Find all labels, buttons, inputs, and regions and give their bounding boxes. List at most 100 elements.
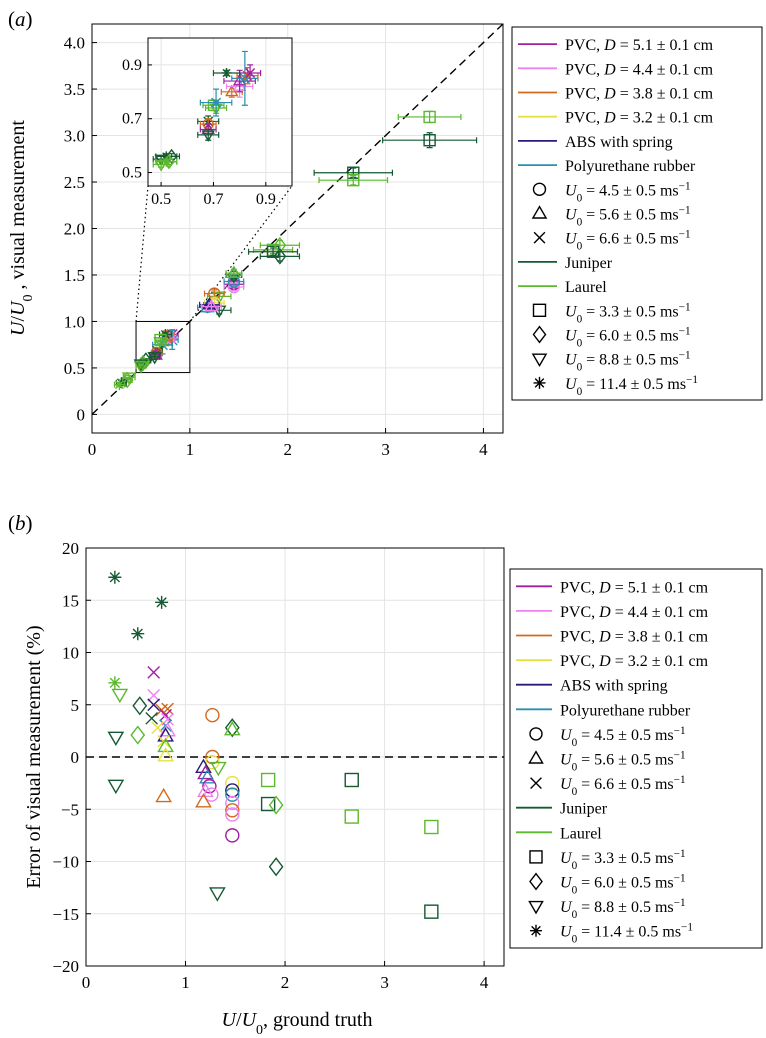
data-point bbox=[133, 361, 149, 374]
x-tick-label: 3 bbox=[381, 440, 390, 459]
marker-diamond bbox=[268, 795, 284, 815]
error-bar bbox=[397, 110, 462, 124]
marker-diamond bbox=[268, 857, 284, 877]
y-tick-label: 15 bbox=[62, 591, 79, 610]
legend-label: PVC, D = 3.2 ± 0.1 cm bbox=[560, 653, 709, 670]
x-tick-label: 0 bbox=[88, 440, 97, 459]
error-bar bbox=[135, 363, 147, 370]
marker-triangle bbox=[195, 793, 212, 808]
marker-triangle bbox=[155, 787, 172, 803]
legend-label: ABS with spring bbox=[565, 134, 673, 151]
data-point bbox=[113, 379, 125, 391]
y-tick-label: −15 bbox=[52, 905, 79, 924]
legend-label: PVC, D = 3.8 ± 0.1 cm bbox=[560, 629, 709, 646]
legend-box bbox=[509, 568, 763, 949]
legend-label: PVC, D = 3.2 ± 0.1 cm bbox=[565, 110, 714, 127]
marker-x bbox=[145, 711, 159, 725]
inset-frame bbox=[147, 37, 293, 187]
legend-label: Juniper bbox=[565, 255, 613, 272]
marker-diamond bbox=[132, 696, 148, 716]
inset-data-point bbox=[197, 128, 220, 143]
data-point bbox=[120, 371, 134, 389]
legend-marker-triangle bbox=[528, 750, 544, 764]
legend-marker-square bbox=[529, 850, 543, 864]
legend-entry: PVC, D = 5.1 ± 0.1 cm bbox=[518, 37, 714, 54]
marker-x bbox=[151, 721, 165, 735]
panel-a-ticks: 0 1 2 3 4 0 0.5 1.0 1.5 2.0 2.5 3.0 3.5 4.0 bbox=[64, 34, 488, 459]
marker-tridown bbox=[133, 361, 149, 374]
legend-entry: U0 = 4.5 ± 0.5 ms−1 bbox=[532, 180, 691, 204]
marker-tridown bbox=[210, 761, 227, 777]
legend-marker-circle bbox=[532, 182, 547, 197]
y-tick-label: −5 bbox=[61, 800, 79, 819]
panel-b-ticks: 0 1 2 3 4 −20 −15 −10 −5 0 5 10 15 20 bbox=[52, 539, 488, 992]
marker-star bbox=[221, 67, 232, 78]
marker-circle bbox=[202, 779, 217, 794]
x-tick-label: 4 bbox=[480, 973, 489, 992]
y-tick-label: 4.0 bbox=[64, 34, 85, 53]
marker-square bbox=[344, 809, 359, 824]
legend-label: U0 = 3.3 ± 0.5 ms−1 bbox=[560, 848, 686, 872]
y-tick-label: 10 bbox=[62, 644, 79, 663]
marker-circle bbox=[225, 828, 240, 843]
panel-b-label: (b) bbox=[8, 511, 33, 535]
marker-diamond bbox=[273, 248, 287, 265]
legend-label: PVC, D = 5.1 ± 0.1 cm bbox=[565, 37, 714, 54]
panel-b-y-axis-label: Error of visual measurement (%) bbox=[23, 625, 45, 888]
legend-entry: U0 = 11.4 ± 0.5 ms−1 bbox=[533, 374, 698, 398]
legend-label: U0 = 6.0 ± 0.5 ms−1 bbox=[560, 873, 686, 897]
marker-x bbox=[159, 708, 172, 722]
inset-data-point bbox=[199, 88, 233, 117]
inset-x-tick-label: 0.9 bbox=[256, 191, 276, 208]
error-bar bbox=[155, 338, 166, 345]
y-tick-label: 1.0 bbox=[64, 312, 85, 331]
legend-entry: U0 = 6.0 ± 0.5 ms−1 bbox=[529, 873, 686, 897]
legend-label: PVC, D = 4.4 ± 0.1 cm bbox=[560, 604, 709, 621]
legend-entry: PVC, D = 3.8 ± 0.1 cm bbox=[516, 629, 709, 646]
inset-x-tick-label: 0.7 bbox=[203, 191, 223, 208]
marker-diamond bbox=[163, 154, 175, 170]
error-bar bbox=[318, 174, 389, 186]
legend-label: U0 = 8.8 ± 0.5 ms−1 bbox=[560, 897, 686, 921]
data-point bbox=[225, 265, 243, 278]
error-bar bbox=[203, 289, 225, 298]
legend-entry: Juniper bbox=[516, 801, 608, 818]
marker-triangle bbox=[157, 727, 174, 742]
x-tick-label: 0 bbox=[82, 973, 91, 992]
error-bar bbox=[152, 161, 170, 168]
legend-marker-circle bbox=[529, 727, 543, 741]
legend-label: Laurel bbox=[565, 279, 607, 296]
legend-label: U0 = 6.6 ± 0.5 ms−1 bbox=[565, 229, 691, 253]
legend-marker-square bbox=[532, 303, 547, 317]
marker-circle bbox=[225, 803, 240, 818]
panel-b-data-points bbox=[107, 570, 439, 919]
inset-y-tick-label: 0.5 bbox=[122, 165, 142, 182]
marker-diamond bbox=[224, 718, 240, 738]
marker-tridown bbox=[107, 731, 125, 747]
data-point bbox=[318, 173, 389, 187]
zoom-connector bbox=[135, 185, 149, 322]
marker-circle bbox=[225, 807, 240, 822]
marker-square bbox=[424, 819, 439, 835]
y-tick-label: 3.0 bbox=[64, 127, 85, 146]
marker-x bbox=[147, 666, 161, 679]
legend-entry: PVC, D = 3.2 ± 0.1 cm bbox=[518, 110, 714, 127]
legend-entry: U0 = 6.6 ± 0.5 ms−1 bbox=[530, 774, 686, 798]
legend-marker-tridown bbox=[528, 900, 544, 915]
marker-triangle bbox=[204, 298, 219, 312]
error-bar bbox=[225, 268, 243, 278]
marker-triangle bbox=[157, 737, 174, 753]
error-bar bbox=[382, 132, 478, 149]
marker-triangle bbox=[195, 758, 212, 774]
marker-circle bbox=[204, 787, 219, 802]
legend-marker-tridown bbox=[531, 353, 548, 367]
legend-label: U0 = 5.6 ± 0.5 ms−1 bbox=[565, 205, 691, 229]
marker-diamond bbox=[165, 148, 178, 165]
y-tick-label: 5 bbox=[71, 696, 80, 715]
y-tick-label: 3.5 bbox=[64, 80, 85, 99]
legend-entry: U0 = 11.4 ± 0.5 ms−1 bbox=[530, 922, 693, 946]
error-bar bbox=[149, 353, 161, 361]
legend-label: U0 = 6.0 ± 0.5 ms−1 bbox=[565, 326, 691, 350]
y-tick-label: −10 bbox=[52, 853, 79, 872]
